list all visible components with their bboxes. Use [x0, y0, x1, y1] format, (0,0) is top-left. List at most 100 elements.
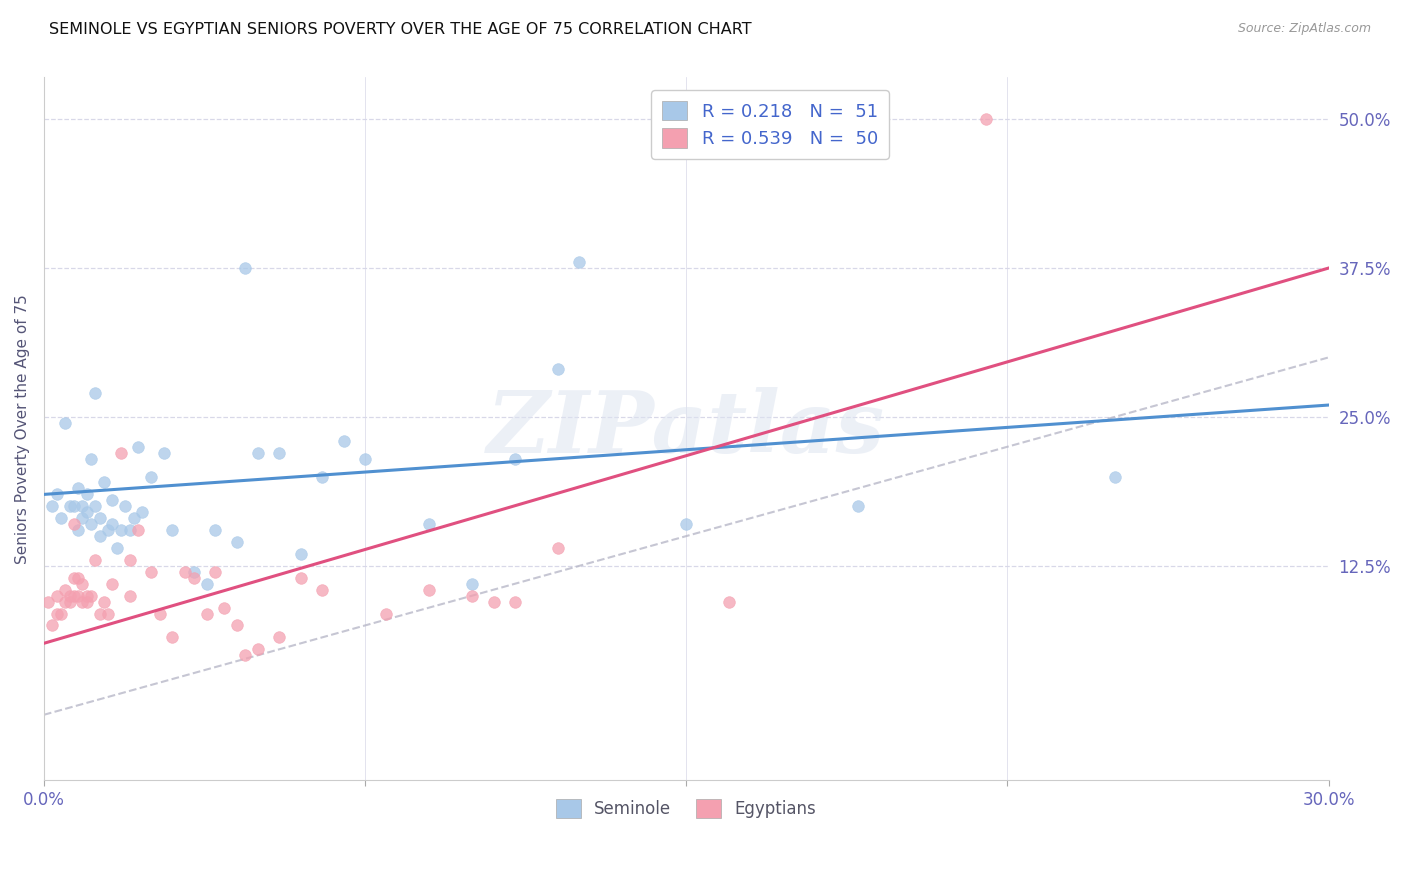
Point — [93, 475, 115, 490]
Point — [101, 517, 124, 532]
Point — [110, 523, 132, 537]
Point — [354, 451, 377, 466]
Point — [93, 594, 115, 608]
Point — [49, 511, 72, 525]
Point — [110, 446, 132, 460]
Point — [53, 416, 76, 430]
Point — [41, 618, 63, 632]
Point — [118, 589, 141, 603]
Point — [482, 594, 505, 608]
Point — [139, 565, 162, 579]
Point — [76, 505, 98, 519]
Point — [247, 446, 270, 460]
Y-axis label: Seniors Poverty Over the Age of 75: Seniors Poverty Over the Age of 75 — [15, 294, 30, 564]
Point — [418, 517, 440, 532]
Point — [105, 541, 128, 555]
Point — [247, 642, 270, 657]
Point — [225, 535, 247, 549]
Point — [568, 255, 591, 269]
Point — [53, 594, 76, 608]
Point — [122, 511, 145, 525]
Point — [58, 500, 80, 514]
Point — [72, 511, 94, 525]
Point — [37, 594, 59, 608]
Point — [114, 500, 136, 514]
Point — [63, 589, 86, 603]
Point — [174, 565, 197, 579]
Point — [195, 576, 218, 591]
Point — [183, 571, 205, 585]
Point — [375, 607, 398, 621]
Point — [80, 517, 103, 532]
Point — [162, 523, 184, 537]
Point — [76, 594, 98, 608]
Point — [290, 571, 312, 585]
Point — [269, 446, 291, 460]
Point — [332, 434, 354, 448]
Point — [311, 582, 333, 597]
Point — [49, 607, 72, 621]
Point — [80, 589, 103, 603]
Point — [233, 648, 256, 663]
Point — [89, 529, 111, 543]
Point — [718, 594, 741, 608]
Point — [675, 517, 697, 532]
Point — [204, 523, 226, 537]
Point — [204, 565, 226, 579]
Point — [63, 517, 86, 532]
Point — [58, 589, 80, 603]
Text: Source: ZipAtlas.com: Source: ZipAtlas.com — [1237, 22, 1371, 36]
Point — [63, 500, 86, 514]
Point — [118, 523, 141, 537]
Legend: Seminole, Egyptians: Seminole, Egyptians — [550, 793, 823, 825]
Point — [148, 607, 170, 621]
Point — [290, 547, 312, 561]
Point — [72, 576, 94, 591]
Point — [547, 362, 569, 376]
Point — [97, 523, 120, 537]
Point — [846, 500, 869, 514]
Point — [76, 487, 98, 501]
Point — [84, 553, 107, 567]
Point — [53, 582, 76, 597]
Point — [41, 500, 63, 514]
Point — [67, 589, 90, 603]
Point — [89, 607, 111, 621]
Point — [76, 589, 98, 603]
Point — [45, 607, 67, 621]
Point — [139, 469, 162, 483]
Point — [67, 571, 90, 585]
Point — [84, 386, 107, 401]
Point — [97, 607, 120, 621]
Point — [63, 571, 86, 585]
Point — [503, 594, 526, 608]
Point — [1104, 469, 1126, 483]
Point — [127, 440, 149, 454]
Point — [58, 594, 80, 608]
Point — [418, 582, 440, 597]
Text: SEMINOLE VS EGYPTIAN SENIORS POVERTY OVER THE AGE OF 75 CORRELATION CHART: SEMINOLE VS EGYPTIAN SENIORS POVERTY OVE… — [49, 22, 752, 37]
Text: ZIPatlas: ZIPatlas — [488, 387, 886, 471]
Point — [131, 505, 153, 519]
Point — [503, 451, 526, 466]
Point — [127, 523, 149, 537]
Point — [974, 112, 997, 127]
Point — [118, 553, 141, 567]
Point — [101, 576, 124, 591]
Point — [225, 618, 247, 632]
Point — [45, 589, 67, 603]
Point — [162, 631, 184, 645]
Point — [89, 511, 111, 525]
Point — [80, 451, 103, 466]
Point — [72, 594, 94, 608]
Point — [67, 482, 90, 496]
Point — [461, 589, 484, 603]
Point — [67, 523, 90, 537]
Point — [461, 576, 484, 591]
Point — [153, 446, 176, 460]
Point — [195, 607, 218, 621]
Point — [269, 631, 291, 645]
Point — [311, 469, 333, 483]
Point — [72, 500, 94, 514]
Point — [233, 261, 256, 276]
